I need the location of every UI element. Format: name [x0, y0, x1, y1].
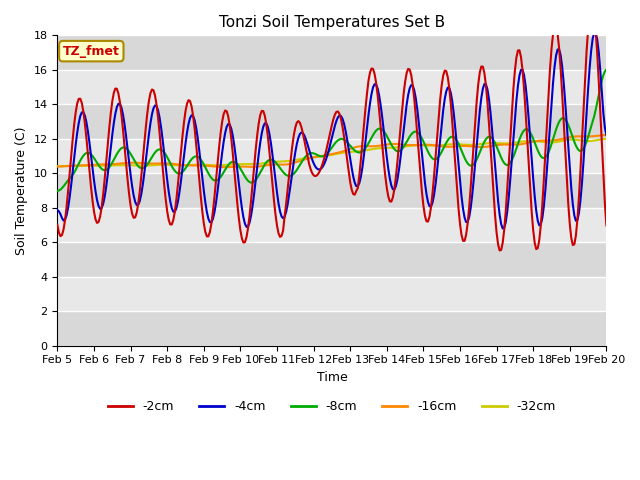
-8cm — [385, 136, 392, 142]
Bar — [58, 70, 606, 104]
X-axis label: Time: Time — [317, 371, 348, 384]
-8cm — [156, 146, 163, 152]
-2cm — [537, 222, 545, 228]
Text: TZ_fmet: TZ_fmet — [63, 45, 120, 58]
-32cm — [397, 144, 404, 150]
-16cm — [537, 138, 545, 144]
Title: Tonzi Soil Temperatures Set B: Tonzi Soil Temperatures Set B — [219, 15, 445, 30]
-8cm — [536, 151, 543, 156]
Line: -16cm: -16cm — [58, 135, 606, 167]
-2cm — [588, 3, 595, 9]
Line: -32cm: -32cm — [58, 139, 606, 166]
Bar — [58, 208, 606, 242]
-4cm — [366, 100, 374, 106]
-2cm — [385, 194, 392, 200]
-32cm — [54, 163, 61, 169]
-8cm — [69, 172, 77, 178]
Bar — [58, 104, 606, 139]
-32cm — [385, 145, 392, 151]
-4cm — [156, 115, 163, 120]
-8cm — [602, 67, 610, 72]
Line: -2cm: -2cm — [58, 6, 606, 251]
Line: -4cm: -4cm — [58, 33, 606, 228]
-32cm — [536, 139, 543, 144]
-8cm — [366, 138, 374, 144]
-4cm — [590, 30, 598, 36]
-32cm — [156, 162, 163, 168]
-4cm — [499, 226, 506, 231]
Bar — [58, 36, 606, 70]
-4cm — [397, 155, 404, 160]
-32cm — [366, 147, 374, 153]
-32cm — [69, 163, 77, 168]
-4cm — [54, 207, 61, 213]
Bar — [58, 139, 606, 173]
-16cm — [54, 164, 61, 169]
-8cm — [397, 147, 404, 153]
Bar — [58, 311, 606, 346]
-2cm — [54, 222, 61, 228]
-2cm — [156, 130, 163, 136]
-4cm — [537, 222, 545, 228]
Bar — [58, 242, 606, 276]
-2cm — [496, 248, 504, 253]
-16cm — [156, 160, 163, 166]
Y-axis label: Soil Temperature (C): Soil Temperature (C) — [15, 126, 28, 255]
Line: -8cm: -8cm — [58, 70, 606, 191]
-4cm — [385, 166, 392, 172]
-16cm — [386, 141, 394, 147]
-16cm — [221, 164, 229, 170]
-16cm — [69, 163, 77, 168]
Bar — [58, 276, 606, 311]
-16cm — [398, 142, 406, 147]
-8cm — [54, 188, 61, 194]
-16cm — [602, 132, 610, 138]
-4cm — [69, 169, 77, 175]
-32cm — [602, 136, 610, 142]
-2cm — [366, 70, 374, 75]
-2cm — [602, 222, 610, 228]
-16cm — [368, 144, 376, 149]
Legend: -2cm, -4cm, -8cm, -16cm, -32cm: -2cm, -4cm, -8cm, -16cm, -32cm — [102, 396, 561, 418]
Bar — [58, 173, 606, 208]
-2cm — [69, 137, 77, 143]
-2cm — [397, 124, 404, 130]
-4cm — [602, 132, 610, 138]
